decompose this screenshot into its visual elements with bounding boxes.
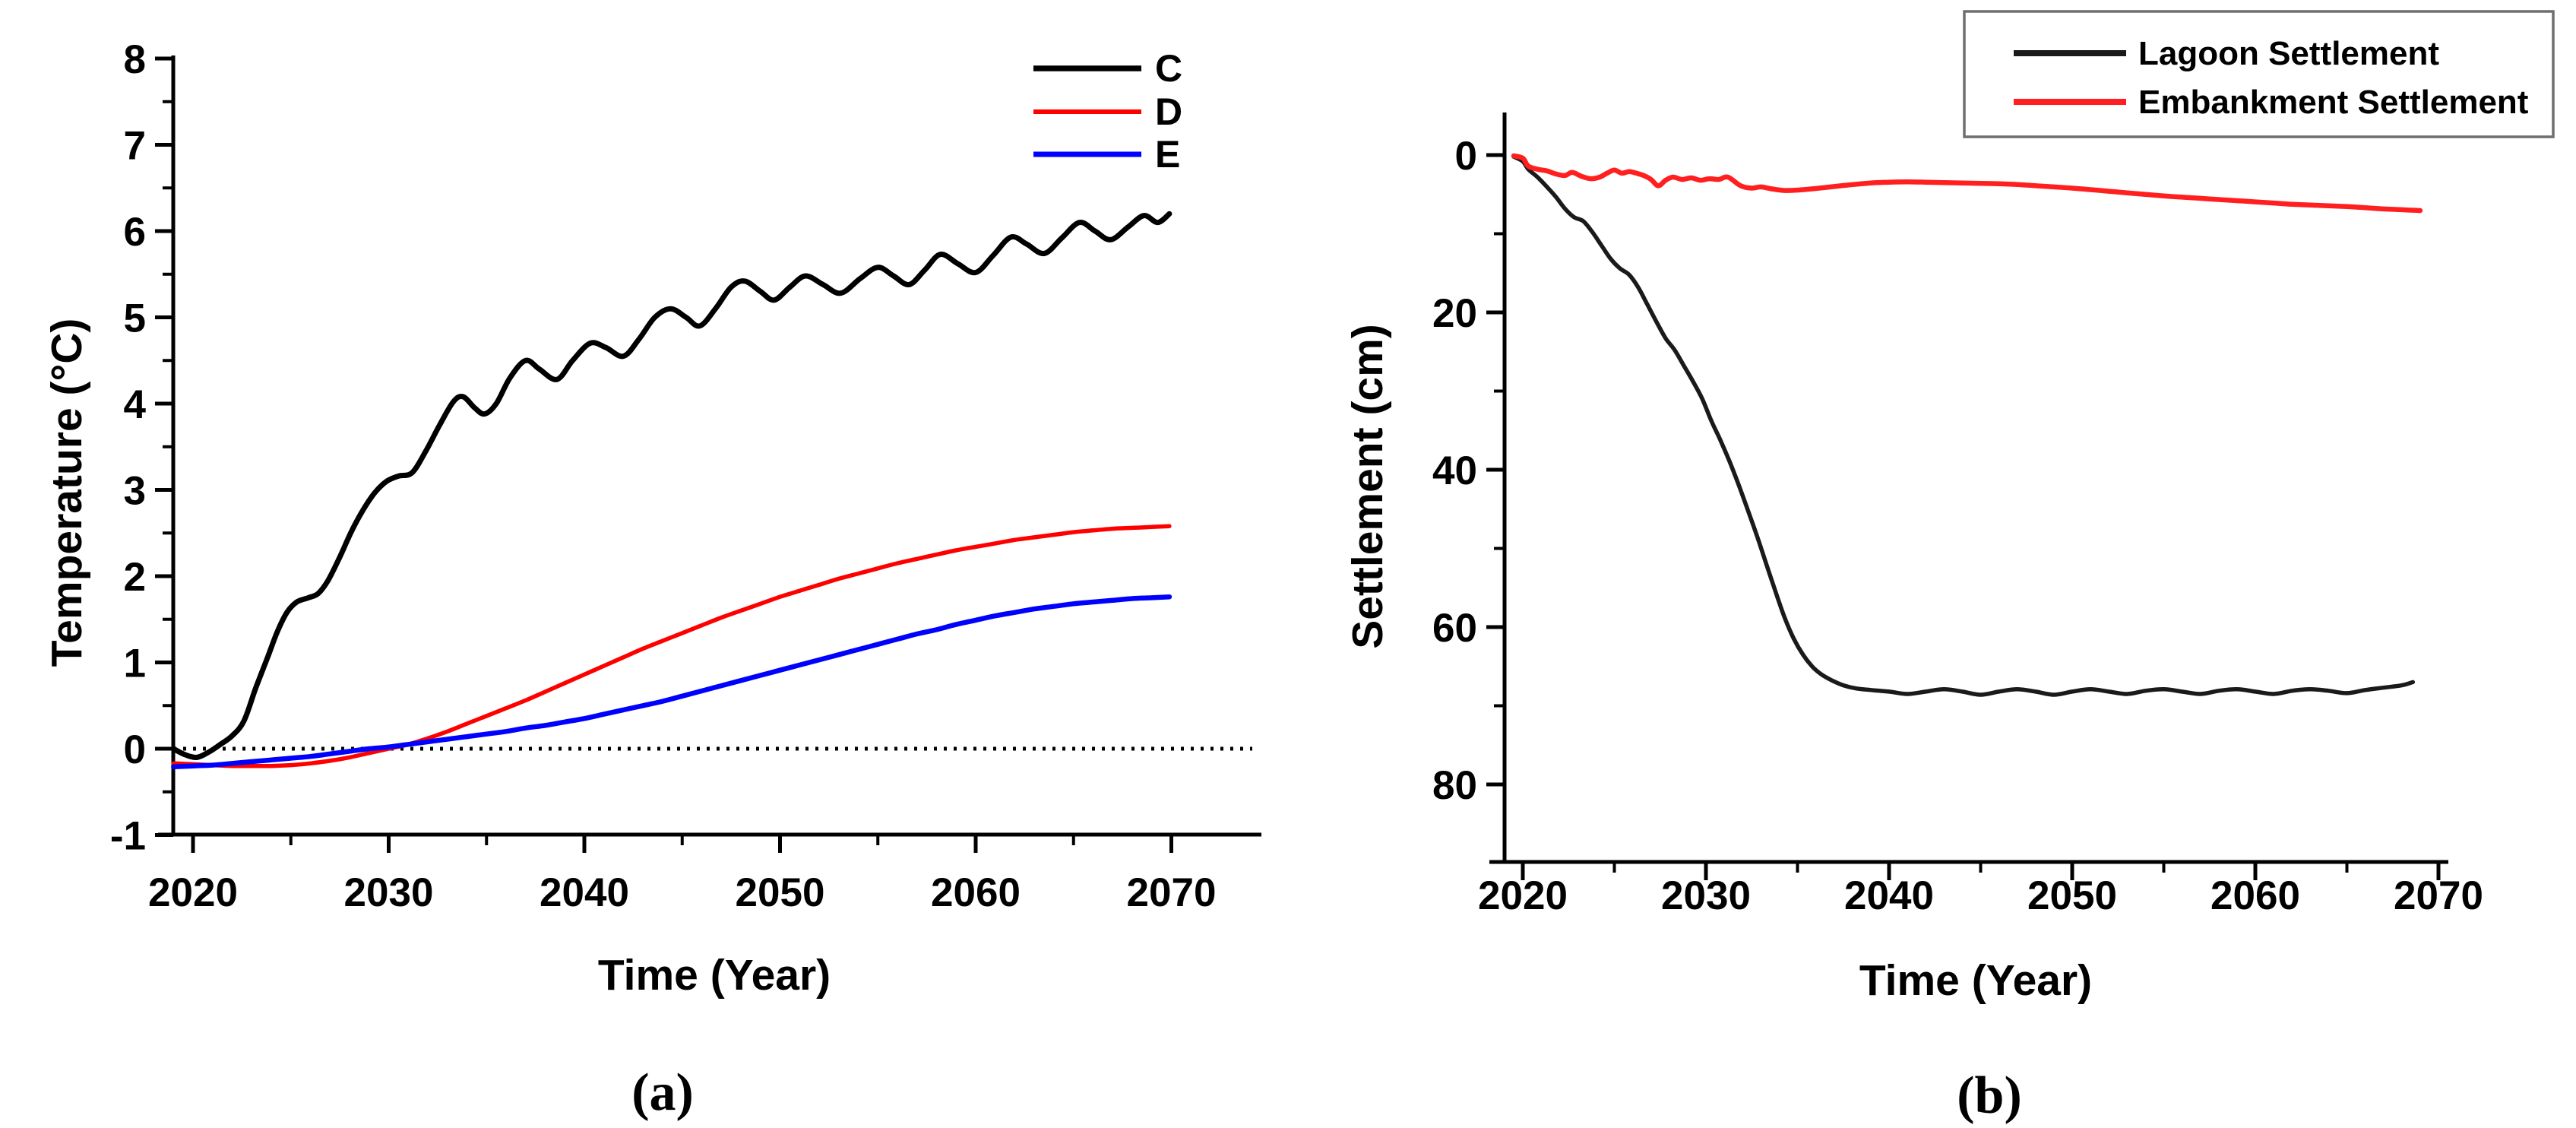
chart-a-x-tick-label: 2020 <box>148 870 238 915</box>
chart-a-y-axis-title: Temperature (°C) <box>43 318 91 667</box>
chart-a-y-tick-label: 7 <box>124 124 146 169</box>
chart-a-legend-label: E <box>1155 133 1180 176</box>
chart-a-legend-label: C <box>1155 47 1182 90</box>
chart-b-x-tick-label: 2020 <box>1478 873 1568 918</box>
chart-a-legend: CDE <box>1033 47 1182 176</box>
chart-b-x-tick-label: 2050 <box>2027 873 2117 918</box>
chart-b-legend-box <box>1963 10 2555 138</box>
chart-a-y-tick-label: 8 <box>124 37 146 82</box>
chart-b: 2020 2030 2040 2050 2060 2070020406080Lagoon … <box>1432 10 2555 918</box>
chart-b-series-line-embankment-settlement <box>1511 153 2423 214</box>
chart-b-legend-label: Embankment Settlement <box>2138 84 2529 121</box>
chart-a-x-tick-label: 2070 <box>1127 870 1217 915</box>
chart-a-y-tick-label: 5 <box>124 296 146 341</box>
chart-b-y-tick-label: 40 <box>1432 448 1477 493</box>
chart-a-y-tick-label: 1 <box>124 642 146 686</box>
chart-a-y-tick-label: 4 <box>124 382 147 427</box>
chart-a-y-tick-label: -1 <box>110 814 146 859</box>
chart-b-y-tick-label: 60 <box>1432 606 1477 651</box>
chart-a-series-line-e <box>171 594 1172 770</box>
chart-a-y-tick-label: 2 <box>124 555 146 600</box>
chart-a-caption: (a) <box>631 1063 694 1122</box>
chart-a-series-line-d <box>171 524 1172 768</box>
chart-b-legend: Lagoon Settlement Embankment Settlement <box>1963 10 2555 138</box>
chart-a: 2020 2030 2040 2050 2060 2070 -1 0 1 2 3 4 5 6 7 8 CDE <box>110 37 1261 915</box>
chart-a-x-tick-label: 2060 <box>931 870 1021 915</box>
chart-b-x-tick-label: 2040 <box>1844 873 1934 918</box>
chart-a-x-axis-title: Time (Year) <box>597 951 831 1000</box>
chart-b-y-tick-label: 0 <box>1455 134 1477 179</box>
chart-b-y-tick-label: 80 <box>1432 763 1477 808</box>
chart-a-x-tick-label: 2040 <box>540 870 629 915</box>
chart-a-y-tick-label: 0 <box>124 727 146 772</box>
chart-b-x-axis-title: Time (Year) <box>1859 956 2093 1005</box>
chart-b-legend-label: Lagoon Settlement <box>2138 35 2439 72</box>
chart-b-series-line-lagoon-settlement <box>1511 154 2416 697</box>
chart-a-series-line-c <box>170 211 1172 760</box>
chart-b-x-tick-label: 2030 <box>1661 873 1751 918</box>
chart-b-x-tick-label: 2070 <box>2394 873 2483 918</box>
chart-a-x-tick-label: 2050 <box>736 870 825 915</box>
chart-a-y-tick-label: 3 <box>124 469 146 514</box>
chart-b-caption: (b) <box>1957 1066 2022 1125</box>
chart-a-legend-label: D <box>1155 90 1182 133</box>
chart-a-y-tick-label: 6 <box>124 210 146 255</box>
chart-b-y-axis-title: Settlement (cm) <box>1343 324 1392 649</box>
chart-b-x-tick-label: 2060 <box>2210 873 2300 918</box>
chart-a-x-tick-label: 2030 <box>344 870 434 915</box>
chart-b-y-tick-label: 20 <box>1432 291 1477 336</box>
